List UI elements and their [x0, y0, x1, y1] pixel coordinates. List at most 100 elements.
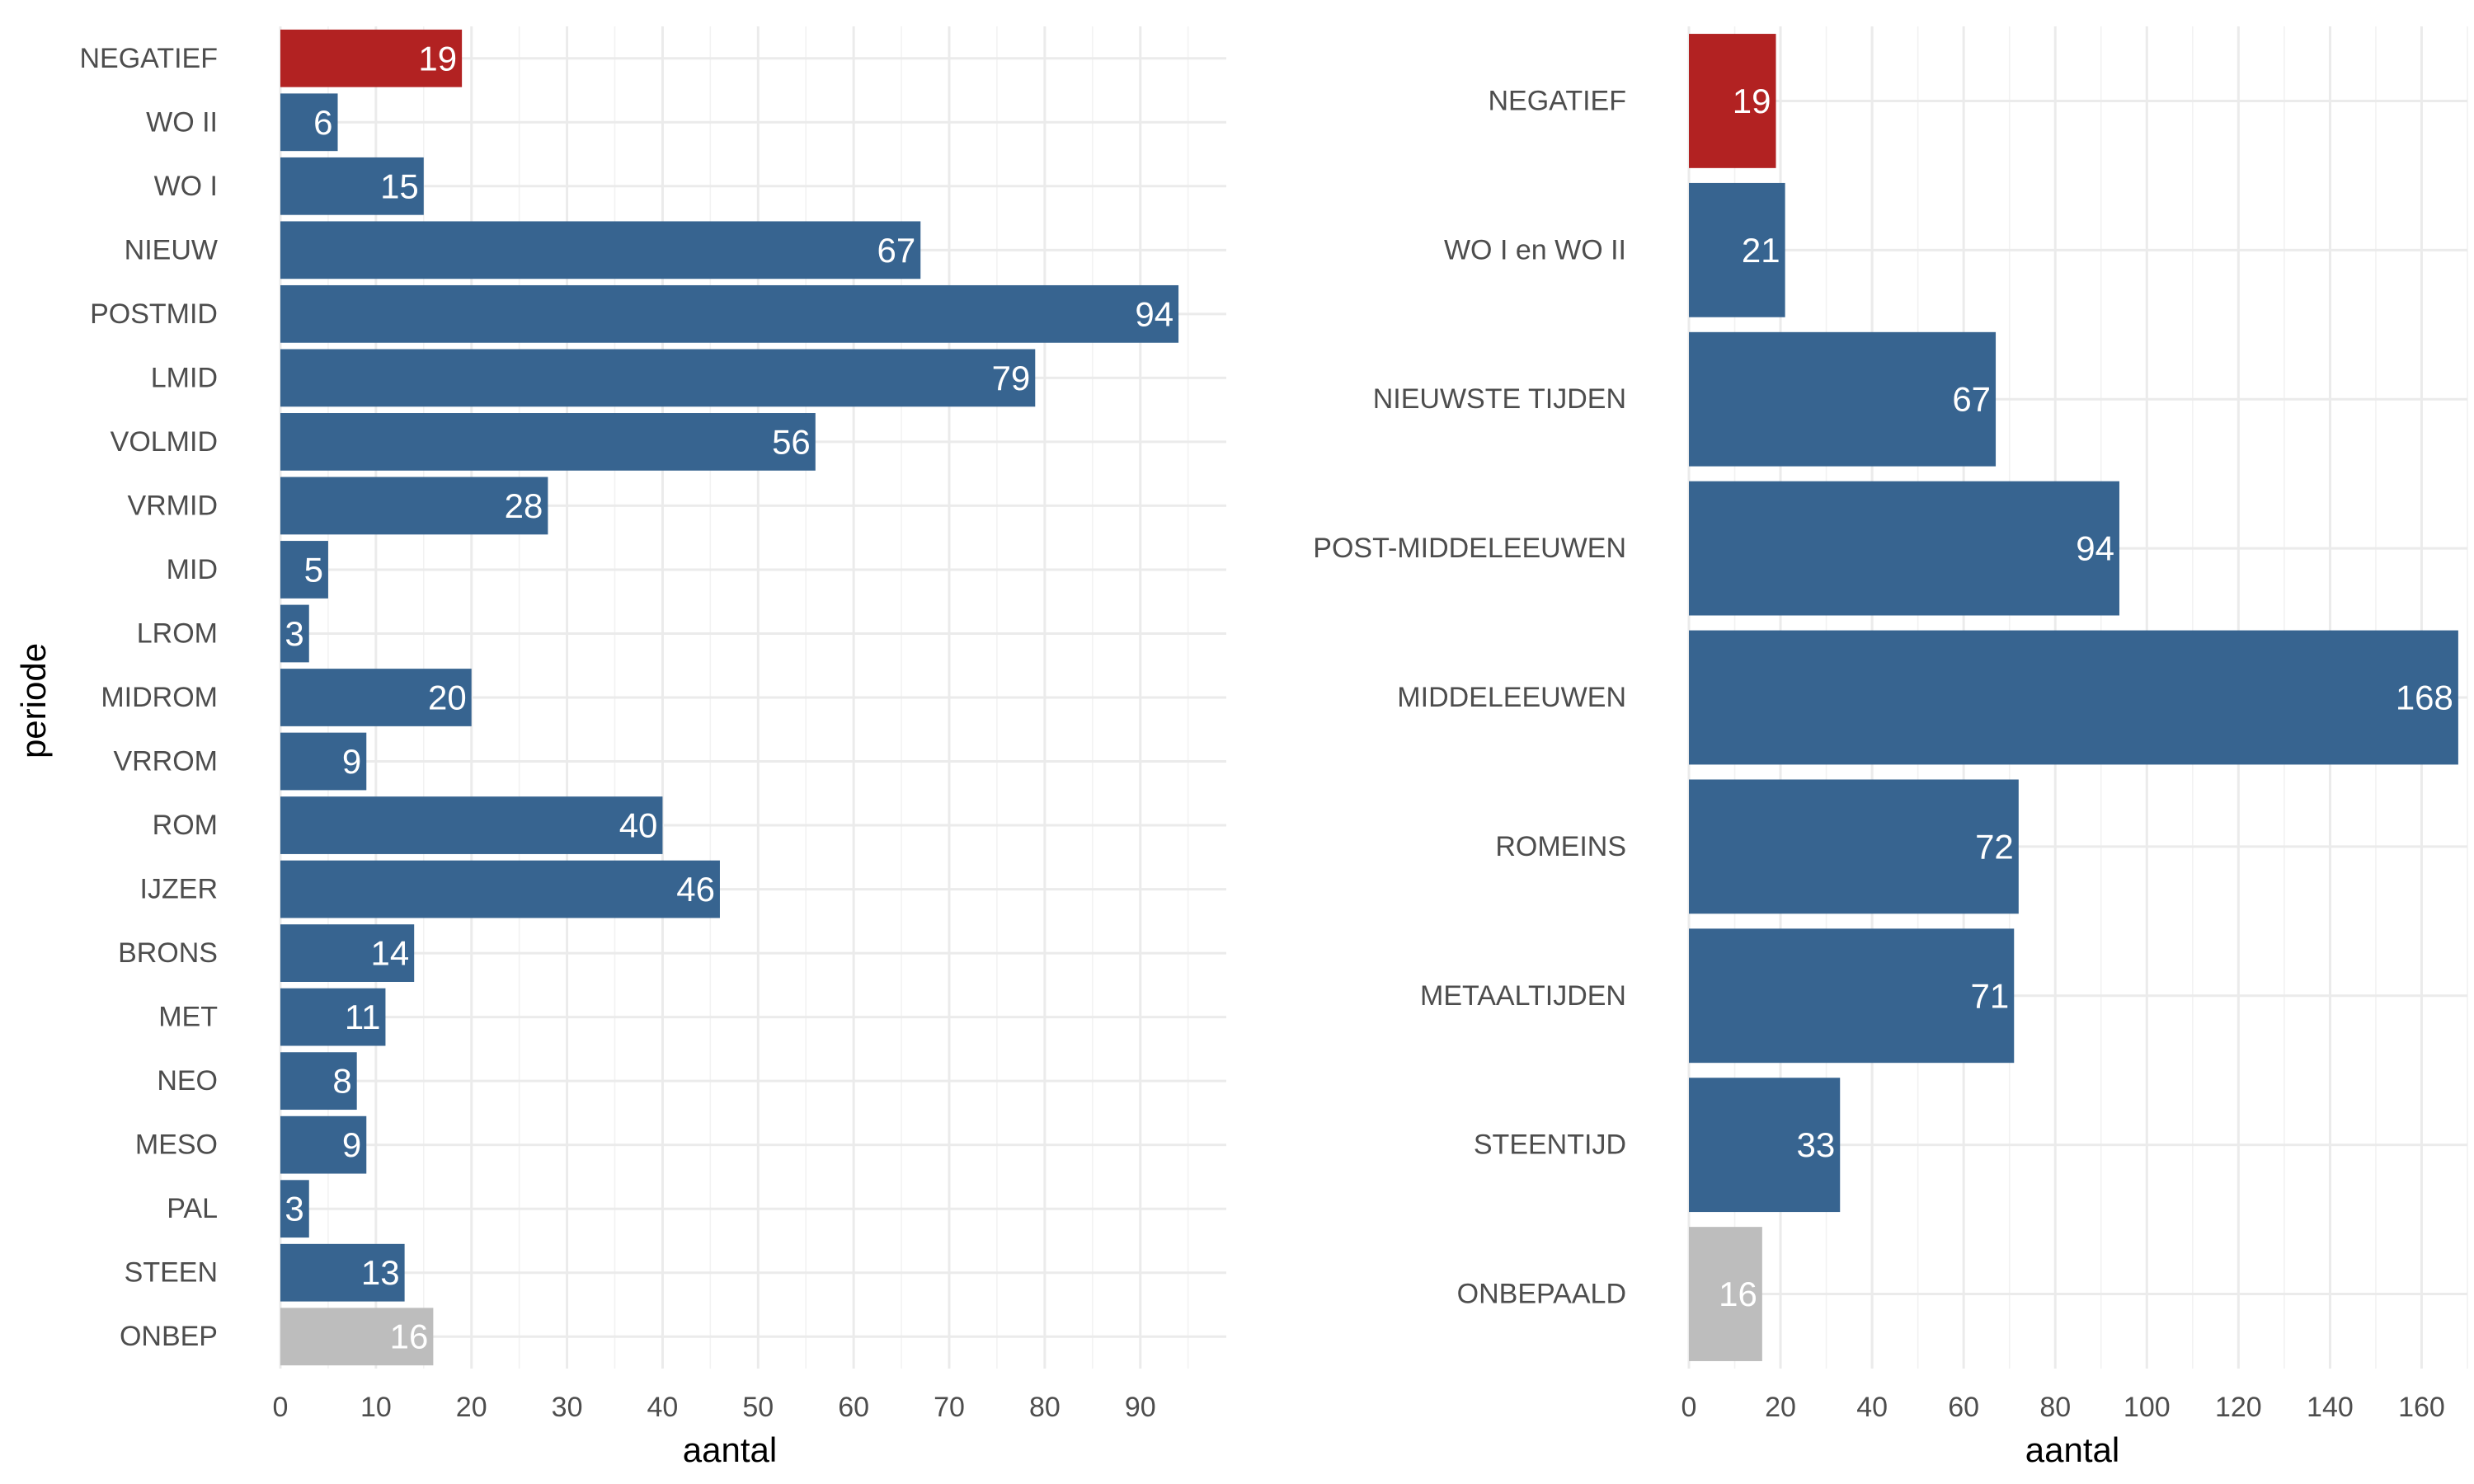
bar-value-label: 11 — [345, 998, 381, 1036]
bar-value-label: 19 — [418, 39, 457, 77]
x-tick-label: 40 — [1856, 1392, 1888, 1423]
category-tick-label: NIEUWSTE TIJDEN — [1373, 383, 1626, 415]
category-tick-label: ONBEPAALD — [1457, 1279, 1626, 1310]
bar-value-label: 40 — [619, 806, 658, 845]
bar-value-label: 3 — [285, 614, 303, 653]
bar — [280, 604, 309, 663]
right-x-axis-title: aantal — [2025, 1430, 2119, 1469]
bar — [280, 1308, 434, 1366]
bar-value-label: 20 — [428, 679, 467, 717]
category-tick-label: ROMEINS — [1495, 831, 1626, 862]
bar — [1689, 34, 1776, 168]
category-tick-label: MID — [167, 554, 218, 585]
bar — [1689, 331, 1997, 467]
bar — [280, 1052, 357, 1111]
x-tick-label: 20 — [1765, 1392, 1796, 1423]
category-tick-label: VOLMID — [111, 426, 218, 458]
bar — [280, 1180, 309, 1238]
bar — [280, 988, 386, 1046]
bar-value-label: 79 — [992, 359, 1031, 397]
bar-value-label: 71 — [1971, 976, 2010, 1015]
bar — [280, 413, 816, 471]
bar-value-label: 9 — [342, 1125, 361, 1164]
bar-value-label: 16 — [390, 1317, 429, 1356]
category-tick-label: PAL — [167, 1193, 218, 1224]
bar — [280, 29, 463, 87]
bar — [280, 1243, 405, 1302]
category-tick-label: MIDROM — [101, 682, 218, 713]
x-tick-label: 30 — [552, 1392, 583, 1423]
category-tick-label: ONBEP — [120, 1321, 218, 1352]
bar — [1689, 481, 2119, 616]
bar-value-label: 21 — [1742, 231, 1780, 270]
category-tick-label: NIEUW — [125, 234, 218, 265]
bar-value-label: 56 — [772, 422, 811, 461]
x-tick-label: 20 — [456, 1392, 487, 1423]
x-tick-label: 60 — [838, 1392, 869, 1423]
bar-value-label: 72 — [1975, 827, 2014, 866]
category-tick-label: NEGATIEF — [80, 43, 219, 74]
bar — [1689, 928, 2015, 1064]
bar-value-label: 46 — [676, 870, 715, 909]
bar — [1689, 182, 1785, 317]
x-tick-label: 100 — [2124, 1392, 2171, 1423]
bar-value-label: 94 — [2076, 529, 2114, 568]
bar-value-label: 28 — [505, 486, 543, 525]
bar-value-label: 33 — [1797, 1125, 1836, 1164]
x-tick-label: 140 — [2307, 1392, 2354, 1423]
right-chart-panel: 19 NEGATIEF 21 WO I en WO II 67 NIEUWSTE TIJD… — [1313, 26, 2468, 1423]
bar — [280, 732, 367, 791]
category-tick-label: WO I en WO II — [1444, 234, 1626, 265]
bar-value-label: 168 — [2396, 679, 2453, 717]
x-tick-label: 60 — [1948, 1392, 1979, 1423]
bar-value-label: 67 — [1952, 380, 1991, 419]
category-tick-label: LROM — [137, 618, 218, 649]
bar — [280, 477, 548, 535]
left-x-axis-title: aantal — [683, 1430, 777, 1469]
x-tick-label: 160 — [2398, 1392, 2445, 1423]
bar-value-label: 6 — [313, 103, 332, 142]
bar — [280, 796, 663, 854]
category-tick-label: WO I — [154, 171, 218, 202]
category-tick-label: NEO — [157, 1065, 218, 1097]
category-tick-label: VRMID — [127, 490, 218, 521]
bar-value-label: 94 — [1135, 294, 1174, 333]
bar-value-label: 8 — [332, 1062, 351, 1101]
bar — [1689, 1078, 1841, 1213]
x-tick-label: 50 — [742, 1392, 774, 1423]
category-tick-label: MET — [158, 1002, 218, 1033]
bar — [280, 93, 338, 152]
bar-value-label: 16 — [1719, 1275, 1757, 1313]
category-tick-label: POSTMID — [90, 298, 218, 330]
bar — [280, 157, 424, 215]
bar — [280, 1115, 367, 1174]
bar — [280, 284, 1179, 343]
bar-value-label: 5 — [304, 550, 323, 589]
bar — [280, 541, 328, 599]
bar — [280, 349, 1036, 407]
bar — [280, 221, 921, 279]
category-tick-label: LMID — [151, 362, 218, 393]
category-tick-label: POST-MIDDELEEUWEN — [1313, 533, 1626, 564]
x-tick-label: 90 — [1125, 1392, 1156, 1423]
category-tick-label: MESO — [135, 1129, 218, 1161]
x-tick-label: 0 — [1681, 1392, 1697, 1423]
x-tick-label: 0 — [273, 1392, 289, 1423]
bar — [280, 860, 720, 918]
bar-value-label: 15 — [380, 167, 419, 205]
bar — [1689, 1227, 1762, 1361]
category-tick-label: MIDDELEEUWEN — [1397, 682, 1626, 713]
bar-value-label: 67 — [877, 231, 916, 270]
bar — [1689, 779, 2019, 914]
x-tick-label: 80 — [1029, 1392, 1061, 1423]
category-tick-label: VRROM — [113, 746, 218, 777]
category-tick-label: NEGATIEF — [1489, 85, 1627, 116]
category-tick-label: BRONS — [118, 937, 218, 969]
x-tick-label: 10 — [360, 1392, 392, 1423]
category-tick-label: STEEN — [125, 1257, 218, 1289]
x-tick-label: 70 — [934, 1392, 965, 1423]
x-tick-label: 80 — [2039, 1392, 2071, 1423]
bar — [280, 669, 472, 726]
bar-value-label: 13 — [361, 1253, 400, 1292]
